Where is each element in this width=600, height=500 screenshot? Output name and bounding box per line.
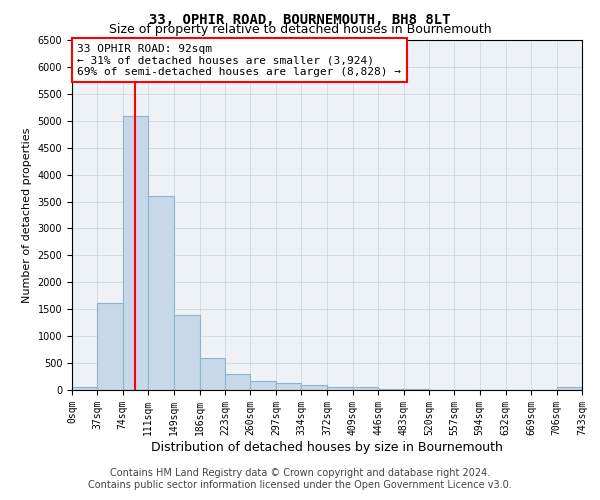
Bar (276, 383, 301, 390)
X-axis label: Distribution of detached houses by size in Bournemouth: Distribution of detached houses by size … (151, 440, 503, 454)
Bar (301, 384, 326, 390)
Bar (404, 389, 429, 390)
Bar (97, 303, 123, 390)
Bar (557, 388, 582, 390)
Y-axis label: Number of detached properties: Number of detached properties (22, 128, 32, 302)
Text: Contains HM Land Registry data © Crown copyright and database right 2024.
Contai: Contains HM Land Registry data © Crown c… (88, 468, 512, 490)
Bar (148, 196, 173, 390)
Bar (123, 116, 148, 390)
Bar (250, 382, 276, 390)
Bar (328, 387, 353, 390)
Text: 33, OPHIR ROAD, BOURNEMOUTH, BH8 8LT: 33, OPHIR ROAD, BOURNEMOUTH, BH8 8LT (149, 12, 451, 26)
Bar (225, 374, 250, 390)
Text: Size of property relative to detached houses in Bournemouth: Size of property relative to detached ho… (109, 22, 491, 36)
Bar (353, 388, 378, 390)
Bar (72, 387, 97, 390)
Text: 33 OPHIR ROAD: 92sqm
← 31% of detached houses are smaller (3,924)
69% of semi-de: 33 OPHIR ROAD: 92sqm ← 31% of detached h… (77, 44, 401, 76)
Bar (174, 314, 200, 390)
Bar (378, 389, 404, 390)
Bar (200, 358, 225, 390)
